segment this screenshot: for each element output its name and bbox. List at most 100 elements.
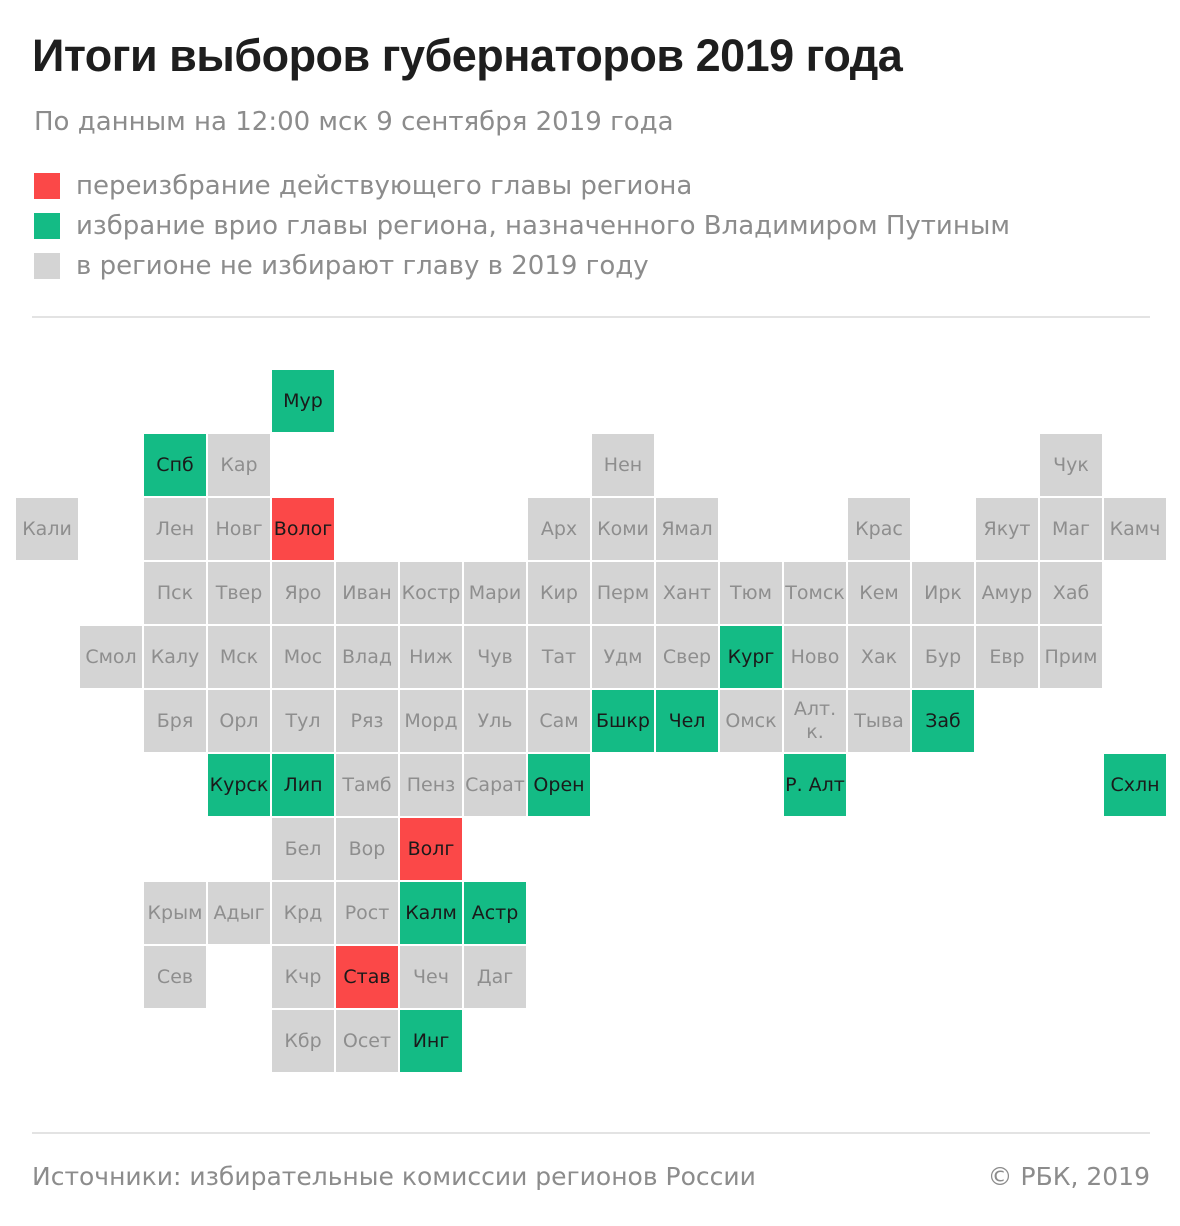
region-tile: Костр (400, 562, 462, 624)
legend-label: переизбрание действующего главы региона (76, 171, 693, 201)
region-tile: Астр (464, 882, 526, 944)
region-tile: Удм (592, 626, 654, 688)
region-tile: Чел (656, 690, 718, 752)
region-tile: Мари (464, 562, 526, 624)
copyright: © РБК, 2019 (987, 1162, 1150, 1191)
region-tile: Кем (848, 562, 910, 624)
region-tile: Томск (784, 562, 846, 624)
region-tile: Коми (592, 498, 654, 560)
region-tile: Волог (272, 498, 334, 560)
region-tile: Сарат (464, 754, 526, 816)
region-tile: Орен (528, 754, 590, 816)
region-tile: Спб (144, 434, 206, 496)
region-tile: Лип (272, 754, 334, 816)
region-tile: Влад (336, 626, 398, 688)
region-tile: Яро (272, 562, 334, 624)
region-tile: Орл (208, 690, 270, 752)
region-tile: Ирк (912, 562, 974, 624)
region-tile: Якут (976, 498, 1038, 560)
region-tile: Кчр (272, 946, 334, 1008)
region-tile: Сам (528, 690, 590, 752)
region-tile: Пенз (400, 754, 462, 816)
region-tile: Ряз (336, 690, 398, 752)
region-tile: Арх (528, 498, 590, 560)
region-tile: Ниж (400, 626, 462, 688)
region-tile: Уль (464, 690, 526, 752)
region-tile: Даг (464, 946, 526, 1008)
legend-label: избрание врио главы региона, назначенног… (76, 211, 1010, 241)
region-tile: Вор (336, 818, 398, 880)
region-tile: Мос (272, 626, 334, 688)
region-tile: Став (336, 946, 398, 1008)
region-tile: Мур (272, 370, 334, 432)
legend-item-no-election: в регионе не избирают главу в 2019 году (34, 246, 1010, 286)
region-tile: Хак (848, 626, 910, 688)
region-tile: Бря (144, 690, 206, 752)
region-tile: Ямал (656, 498, 718, 560)
region-tile: Омск (720, 690, 782, 752)
legend-label: в регионе не избирают главу в 2019 году (76, 251, 649, 281)
region-tile: Иван (336, 562, 398, 624)
legend-item-reelection: переизбрание действующего главы региона (34, 166, 1010, 206)
region-tile: Рост (336, 882, 398, 944)
region-tile: Кург (720, 626, 782, 688)
region-tile: Бур (912, 626, 974, 688)
legend: переизбрание действующего главы региона … (34, 166, 1010, 286)
region-tile: Прим (1040, 626, 1102, 688)
legend-item-acting-head: избрание врио главы региона, назначенног… (34, 206, 1010, 246)
region-tile: Заб (912, 690, 974, 752)
region-tile: Хант (656, 562, 718, 624)
region-tile: Хаб (1040, 562, 1102, 624)
region-tile: Смол (80, 626, 142, 688)
region-tile: Кали (16, 498, 78, 560)
region-tile: Тамб (336, 754, 398, 816)
region-tile: Мск (208, 626, 270, 688)
region-tile: Калу (144, 626, 206, 688)
region-tile: Кар (208, 434, 270, 496)
legend-swatch-red (34, 173, 60, 199)
region-tile: Маг (1040, 498, 1102, 560)
source-note: Источники: избирательные комиссии регион… (32, 1162, 756, 1191)
region-tile: Инг (400, 1010, 462, 1072)
region-tile: Схлн (1104, 754, 1166, 816)
region-tile: Калм (400, 882, 462, 944)
region-tile: Крас (848, 498, 910, 560)
region-tile: Пск (144, 562, 206, 624)
region-tile: Чеч (400, 946, 462, 1008)
region-tile: Крым (144, 882, 206, 944)
region-tile: Чув (464, 626, 526, 688)
region-tile: Сев (144, 946, 206, 1008)
legend-swatch-grey (34, 253, 60, 279)
region-tile: Свер (656, 626, 718, 688)
region-tile: Р. Алт (784, 754, 846, 816)
subtitle: По данным на 12:00 мск 9 сентября 2019 г… (34, 107, 674, 137)
region-tile: Крд (272, 882, 334, 944)
region-tile: Бшкр (592, 690, 654, 752)
legend-swatch-green (34, 213, 60, 239)
divider-bottom (32, 1132, 1150, 1134)
region-tile: Алт. к. (784, 690, 846, 752)
region-tile: Нен (592, 434, 654, 496)
region-tile: Перм (592, 562, 654, 624)
page-title: Итоги выборов губернаторов 2019 года (32, 30, 903, 81)
region-tile: Тат (528, 626, 590, 688)
region-tile: Бел (272, 818, 334, 880)
region-tile: Ново (784, 626, 846, 688)
region-tile: Камч (1104, 498, 1166, 560)
region-tile: Новг (208, 498, 270, 560)
region-tile: Амур (976, 562, 1038, 624)
region-tile: Кир (528, 562, 590, 624)
region-tile: Тыва (848, 690, 910, 752)
region-tile: Адыг (208, 882, 270, 944)
region-tile: Морд (400, 690, 462, 752)
region-tile: Курск (208, 754, 270, 816)
divider-top (32, 316, 1150, 318)
region-tile: Тул (272, 690, 334, 752)
region-tile: Твер (208, 562, 270, 624)
region-tile: Евр (976, 626, 1038, 688)
region-tile: Кбр (272, 1010, 334, 1072)
region-tile: Осет (336, 1010, 398, 1072)
region-tile: Лен (144, 498, 206, 560)
region-tile: Чук (1040, 434, 1102, 496)
region-tile: Волг (400, 818, 462, 880)
